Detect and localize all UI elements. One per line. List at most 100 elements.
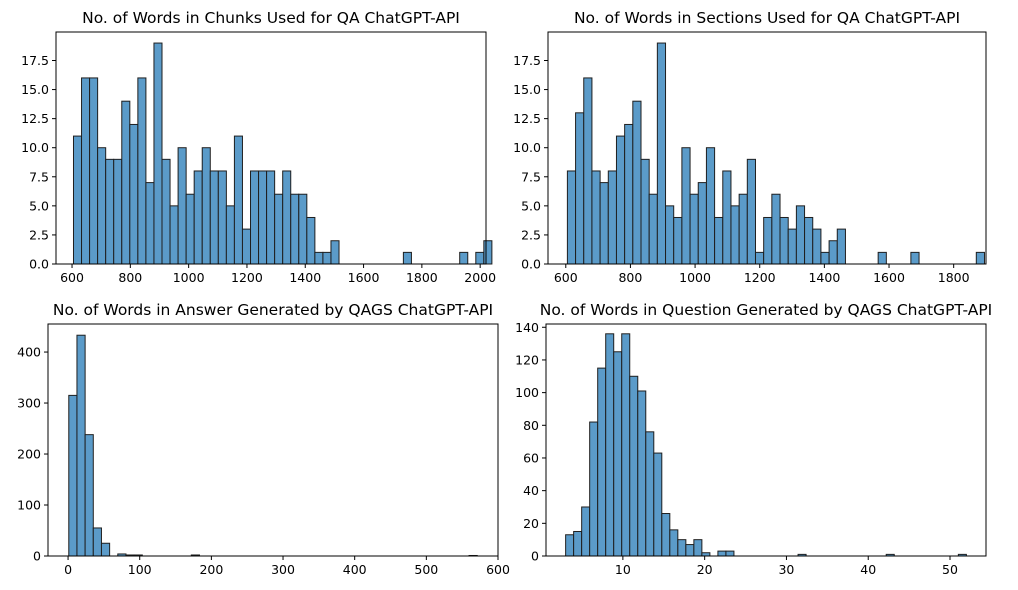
question-x-tick-label: 40	[860, 562, 876, 577]
sections-bar	[763, 216, 773, 265]
chunks-bar	[153, 42, 163, 265]
sections-y-tick-label: 15.0	[513, 82, 541, 97]
chunks-y-tick-label: 10.0	[21, 140, 49, 155]
chunks-bar	[274, 193, 284, 265]
sections-bar	[673, 216, 683, 265]
question-x-tick-label: 30	[778, 562, 794, 577]
question-bar	[725, 550, 735, 557]
chunks-bar	[193, 170, 203, 265]
sections-bar	[820, 251, 830, 265]
chunks-bar	[113, 158, 123, 265]
sections-x-tick-label: 1200	[744, 270, 776, 285]
sections-bar	[795, 205, 806, 265]
chunks-bar	[475, 251, 485, 265]
sections-bar	[910, 251, 920, 265]
sections-y-tick-label: 0.0	[521, 257, 541, 272]
question-y-tick-label: 20	[523, 516, 539, 531]
sections-y-tick-label: 2.5	[521, 227, 541, 242]
sections-bar	[624, 123, 634, 265]
chunks-bar	[81, 77, 91, 265]
sections-chart-title: No. of Words in Sections Used for QA Cha…	[574, 9, 960, 27]
chunks-y-tick-label: 5.0	[29, 198, 49, 213]
answer-x-tick-label: 400	[343, 562, 367, 577]
sections-y-tick-label: 10.0	[513, 140, 541, 155]
chunks-x-tick-label: 1000	[173, 270, 205, 285]
chart-panel-answer: 0 100 200 300 400 500 600 0 100 200 300 400 No. of W…	[17, 301, 510, 577]
chunks-bar	[314, 251, 324, 265]
sections-bar	[754, 251, 765, 265]
sections-bar	[787, 228, 797, 265]
sections-y-tick-label: 12.5	[513, 111, 541, 126]
chunks-bar	[225, 205, 235, 265]
chunks-bar	[177, 147, 187, 265]
sections-bar	[615, 135, 626, 265]
sections-bar	[730, 205, 740, 265]
question-bar	[653, 452, 663, 557]
sections-bar	[656, 42, 667, 265]
question-bar	[693, 539, 703, 557]
chunks-y-tick-label: 2.5	[29, 227, 49, 242]
answer-x-tick-label: 500	[414, 562, 438, 577]
sections-bar	[575, 112, 585, 265]
question-bar	[581, 506, 591, 557]
chunks-chart-title: No. of Words in Chunks Used for QA ChatG…	[82, 9, 460, 27]
answer-x-tick-label: 0	[64, 562, 72, 577]
sections-bar	[877, 251, 887, 265]
question-bar	[589, 421, 599, 557]
question-y-tick-label: 60	[523, 450, 539, 465]
chunks-bar	[402, 251, 412, 265]
sections-bar	[681, 147, 691, 265]
chunks-bar	[266, 170, 276, 265]
answer-bar	[68, 394, 78, 557]
question-chart-title: No. of Words in Question Generated by QA…	[540, 301, 992, 319]
sections-bar	[975, 251, 985, 265]
question-bar	[677, 539, 687, 557]
sections-x-tick-label: 1600	[873, 270, 905, 285]
answer-y-tick-label: 100	[17, 498, 41, 513]
chunks-bar	[72, 135, 83, 265]
chunks-bar	[233, 135, 243, 265]
answer-y-tick-label: 400	[17, 345, 41, 360]
sections-bar	[665, 205, 675, 265]
sections-bar	[640, 158, 650, 265]
chunks-x-tick-label: 800	[118, 270, 142, 285]
chunks-bar	[250, 170, 260, 265]
chunks-bar	[483, 240, 493, 265]
answer-y-tick-label: 300	[17, 396, 41, 411]
answer-x-tick-label: 100	[128, 562, 152, 577]
sections-bar	[599, 182, 609, 265]
sections-bar	[583, 77, 593, 265]
sections-x-tick-label: 800	[618, 270, 642, 285]
chunks-x-tick-label: 1800	[406, 270, 438, 285]
answer-x-tick-label: 600	[486, 562, 510, 577]
sections-x-tick-label: 1800	[938, 270, 970, 285]
question-bar	[597, 367, 607, 557]
chunks-y-tick-label: 15.0	[21, 82, 49, 97]
sections-bar	[714, 216, 724, 265]
sections-bar	[648, 193, 658, 265]
chunks-bar	[185, 193, 195, 265]
answer-axes-frame	[47, 323, 499, 557]
chunks-bar	[290, 193, 300, 265]
chunks-bar	[282, 170, 292, 265]
answer-bar	[76, 334, 86, 557]
chunks-x-tick-label: 600	[60, 270, 84, 285]
sections-bar	[779, 216, 789, 265]
chunks-bar	[97, 147, 107, 265]
sections-bar	[746, 158, 756, 265]
question-bar	[717, 550, 727, 557]
sections-y-tick-label: 7.5	[521, 169, 541, 184]
question-y-tick-label: 80	[523, 418, 539, 433]
chunks-x-tick-label: 1400	[289, 270, 321, 285]
chart-panel-chunks: 600 800 1000 1200 1400 1600 1800 2000 0.0 2.5 5.0 7…	[21, 9, 496, 285]
chunks-bar	[258, 170, 268, 265]
question-axes-frame	[545, 323, 987, 557]
chunks-y-tick-label: 0.0	[29, 257, 49, 272]
question-bar	[685, 544, 695, 557]
sections-bar	[705, 147, 716, 265]
question-y-tick-label: 100	[515, 385, 539, 400]
question-y-tick-label: 140	[515, 320, 539, 335]
sections-bar	[697, 182, 707, 265]
